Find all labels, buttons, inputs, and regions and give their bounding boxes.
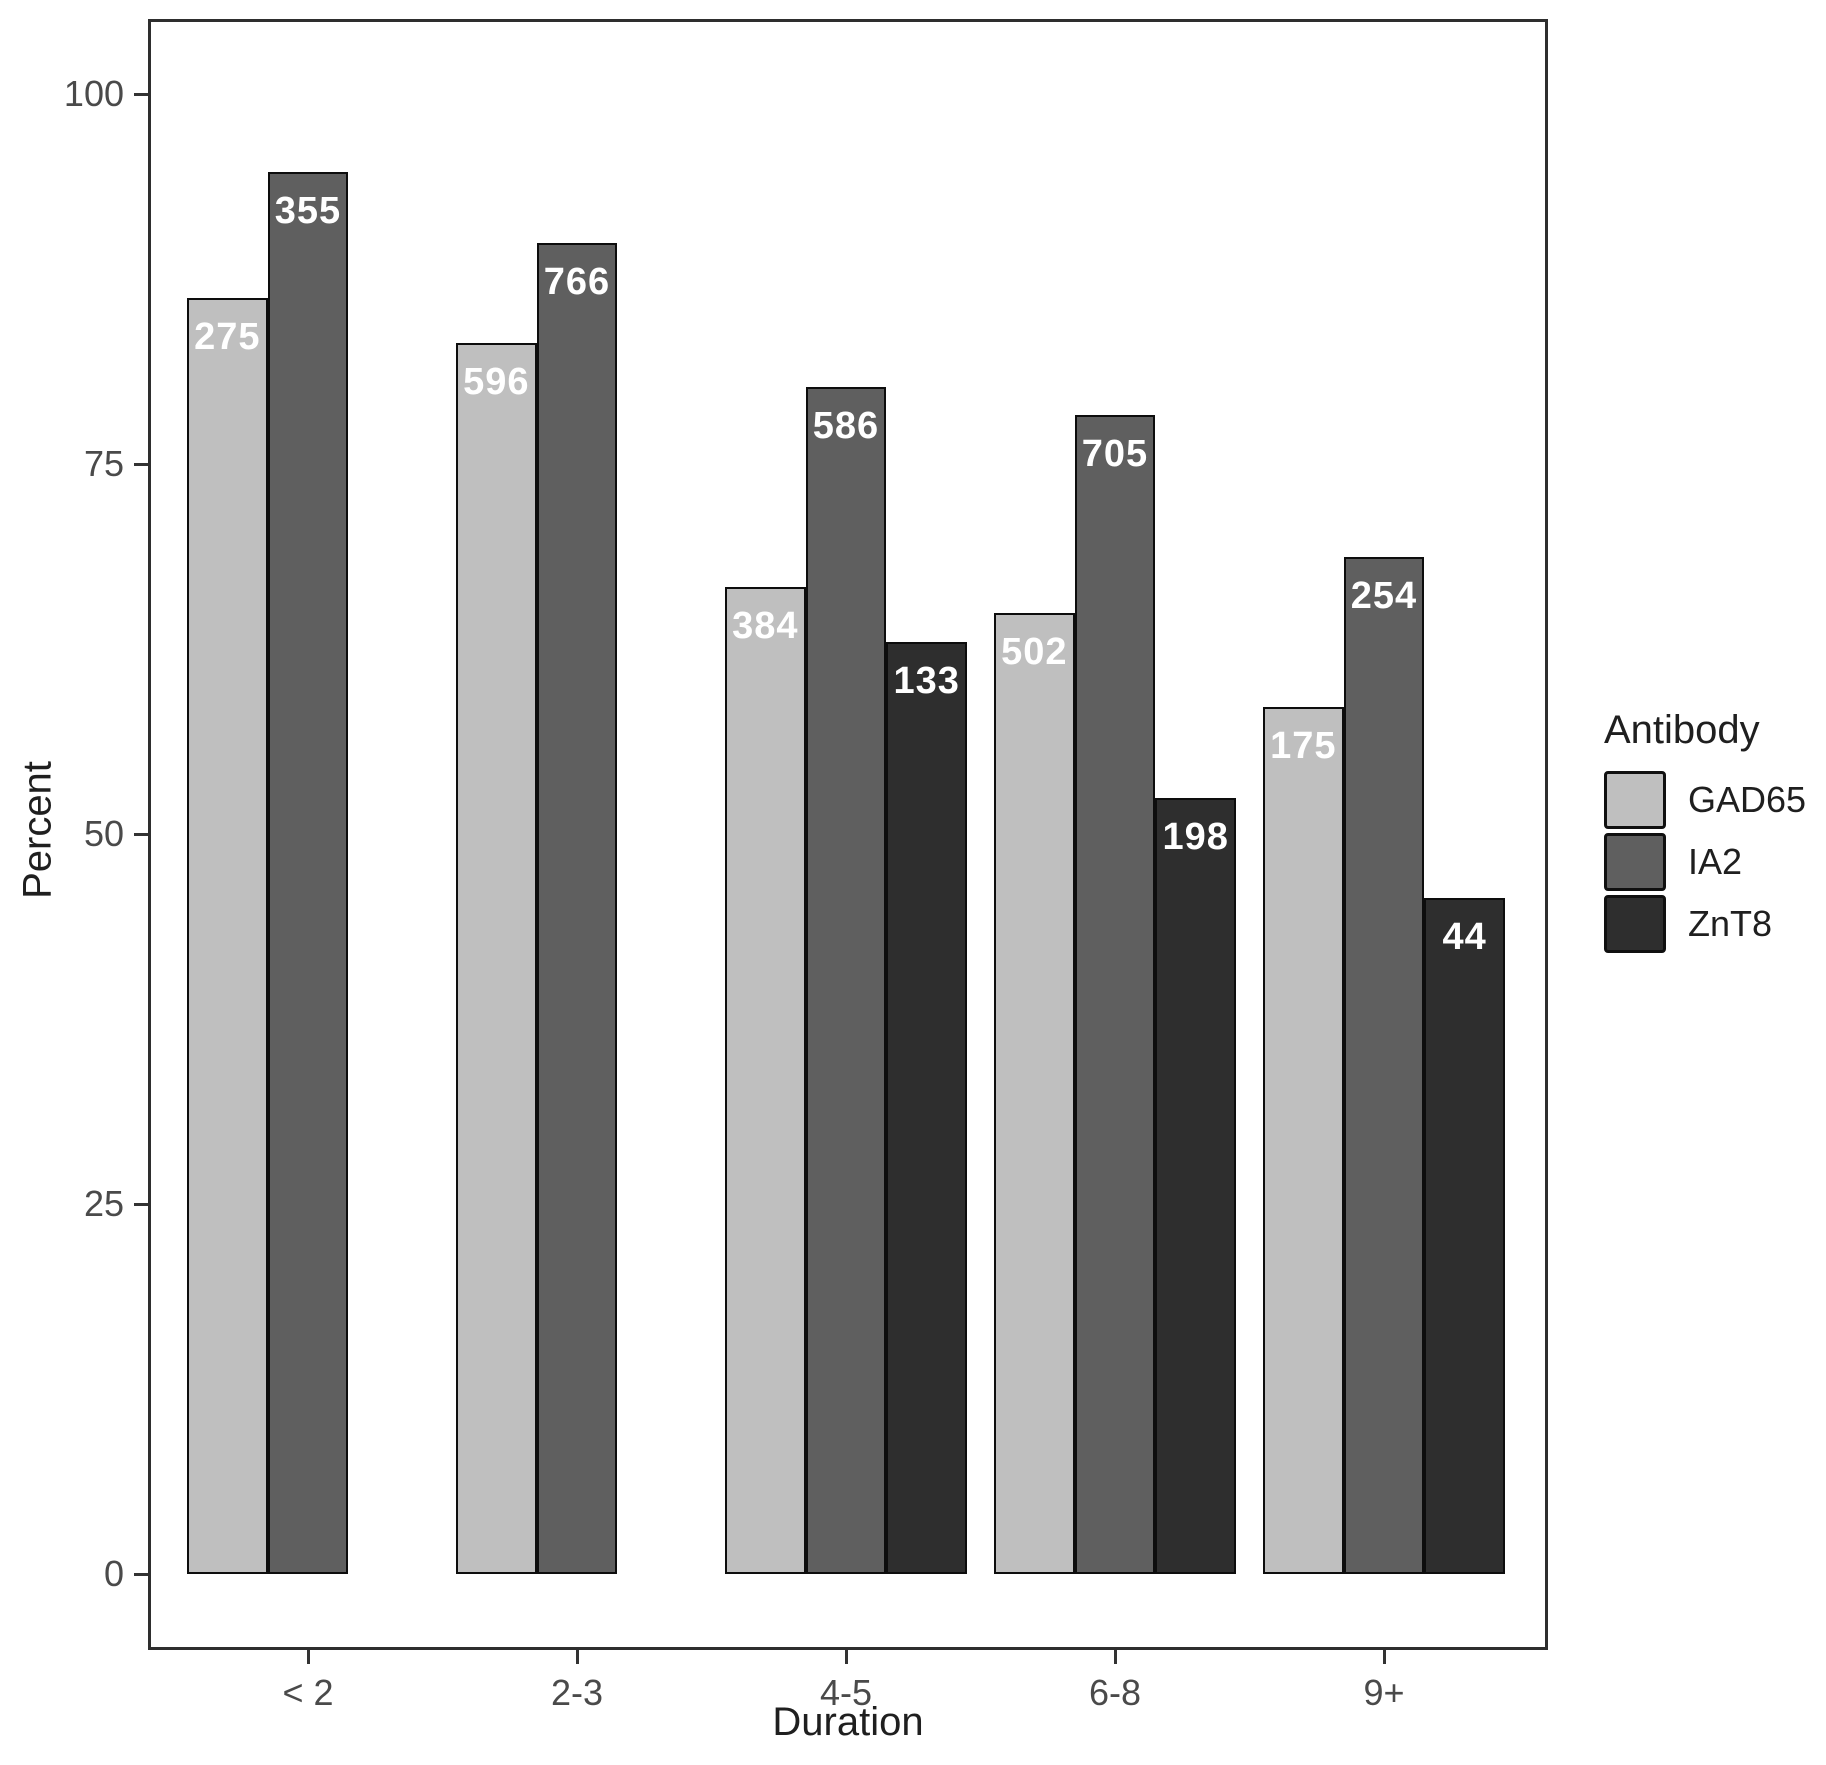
- bar-count-label: 44: [1442, 915, 1487, 958]
- bar-count-label: 705: [1081, 433, 1149, 476]
- y-tick-label: 50: [83, 813, 124, 854]
- y-tick-label: 100: [63, 73, 124, 114]
- bar-count-label: 175: [1270, 724, 1337, 767]
- bar-count-label: 766: [543, 261, 611, 304]
- x-axis-title: Duration: [772, 1700, 924, 1744]
- y-tick-mark: [134, 93, 148, 96]
- legend-label-GAD65: GAD65: [1688, 779, 1807, 820]
- legend-swatch-IA2: [1604, 833, 1666, 891]
- x-tick-mark: [1114, 1650, 1117, 1664]
- bar-count-label: 355: [274, 190, 342, 233]
- legend-label-ZnT8: ZnT8: [1688, 903, 1773, 944]
- bar-IA2-< 2: 355: [267, 172, 349, 1574]
- x-tick-label: 9+: [1363, 1672, 1405, 1713]
- bar-count-label: 133: [893, 659, 960, 702]
- x-tick-label: 6-8: [1088, 1672, 1142, 1713]
- bar-GAD65-6-8: 502: [993, 613, 1075, 1574]
- x-tick-label: 4-5: [819, 1672, 873, 1713]
- x-tick-mark: [845, 1650, 848, 1664]
- x-tick-mark: [307, 1650, 310, 1664]
- y-tick-label: 25: [83, 1183, 124, 1224]
- x-tick-label: < 2: [282, 1672, 334, 1713]
- bar-IA2-2-3: 766: [536, 243, 618, 1574]
- bar-count-label: 502: [1001, 631, 1068, 674]
- y-tick-label: 0: [103, 1553, 124, 1594]
- x-tick-mark: [1383, 1650, 1386, 1664]
- bar-GAD65-9+: 175: [1262, 706, 1344, 1574]
- y-tick-mark: [134, 833, 148, 836]
- y-tick-label: 75: [83, 443, 124, 484]
- bar-count-label: 586: [812, 405, 880, 448]
- x-tick-label: 2-3: [550, 1672, 604, 1713]
- y-axis-title: Percent: [15, 761, 60, 899]
- bar-IA2-6-8: 705: [1074, 415, 1156, 1574]
- bar-count-label: 254: [1350, 575, 1418, 618]
- y-tick-mark: [134, 1203, 148, 1206]
- bar-GAD65-< 2: 275: [186, 298, 268, 1574]
- y-tick-mark: [134, 463, 148, 466]
- legend-swatch-ZnT8: [1604, 895, 1666, 953]
- bar-ZnT8-6-8: 198: [1155, 798, 1237, 1574]
- bar-ZnT8-9+: 44: [1424, 897, 1506, 1574]
- bar-count-label: 384: [732, 604, 799, 647]
- bar-IA2-9+: 254: [1343, 557, 1425, 1574]
- bar-IA2-4-5: 586: [805, 387, 887, 1574]
- bar-count-label: 596: [463, 360, 530, 403]
- legend-label-IA2: IA2: [1688, 841, 1743, 882]
- legend-title: Antibody: [1604, 708, 1760, 752]
- legend-swatch-GAD65: [1604, 771, 1666, 829]
- x-tick-mark: [576, 1650, 579, 1664]
- bar-count-label: 198: [1162, 816, 1229, 859]
- bar-count-label: 275: [194, 316, 261, 359]
- bar-GAD65-4-5: 384: [724, 586, 806, 1574]
- bar-GAD65-2-3: 596: [455, 342, 537, 1574]
- y-tick-mark: [134, 1573, 148, 1576]
- bar-ZnT8-4-5: 133: [886, 641, 968, 1574]
